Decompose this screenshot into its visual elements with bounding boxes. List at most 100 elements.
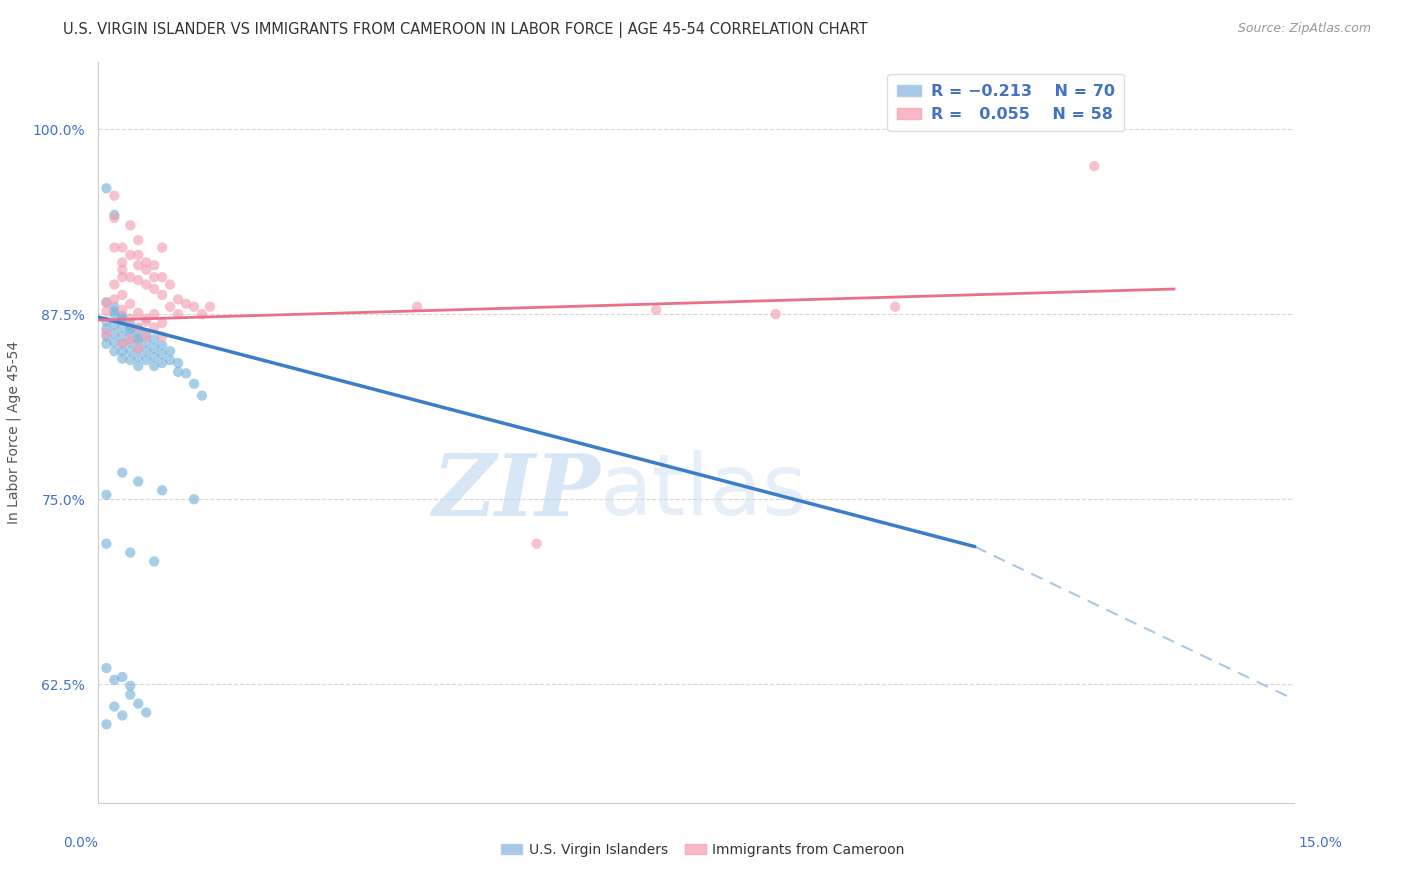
Point [111, 313, 134, 327]
Point [96, 488, 118, 502]
Point [159, 344, 181, 359]
Point [143, 359, 166, 373]
Point [120, 679, 142, 693]
Point [143, 270, 166, 285]
Point [127, 350, 149, 364]
Point [111, 309, 134, 323]
Point [135, 277, 157, 292]
Point [150, 356, 173, 370]
Point [96, 336, 118, 351]
Point [174, 297, 197, 311]
Point [127, 697, 149, 711]
Point [127, 341, 149, 355]
Point [135, 353, 157, 368]
Point [111, 302, 134, 317]
Point [191, 389, 214, 403]
Point [120, 353, 142, 368]
Point [103, 188, 125, 202]
Point [406, 300, 429, 314]
Text: 15.0%: 15.0% [1299, 836, 1343, 850]
Point [96, 304, 118, 318]
Legend: R = −0.213    N = 70, R =   0.055    N = 58: R = −0.213 N = 70, R = 0.055 N = 58 [887, 74, 1125, 131]
Point [111, 336, 134, 351]
Point [103, 208, 125, 222]
Point [135, 329, 157, 343]
Point [96, 326, 118, 341]
Point [143, 341, 166, 355]
Point [127, 273, 149, 287]
Point [198, 300, 221, 314]
Point [111, 262, 134, 277]
Point [96, 314, 118, 328]
Point [135, 335, 157, 350]
Point [143, 554, 166, 568]
Point [103, 318, 125, 332]
Text: 0.0%: 0.0% [63, 836, 98, 850]
Point [127, 341, 149, 355]
Point [120, 248, 142, 262]
Point [103, 211, 125, 225]
Point [103, 699, 125, 714]
Point [111, 288, 134, 302]
Point [159, 277, 181, 292]
Point [150, 270, 173, 285]
Point [143, 332, 166, 346]
Point [127, 332, 149, 346]
Point [103, 304, 125, 318]
Point [127, 258, 149, 272]
Point [96, 717, 118, 731]
Text: ZIP: ZIP [433, 450, 600, 533]
Point [103, 293, 125, 307]
Point [174, 367, 197, 381]
Point [111, 708, 134, 723]
Point [183, 376, 205, 391]
Point [120, 332, 142, 346]
Point [120, 318, 142, 332]
Text: Source: ZipAtlas.com: Source: ZipAtlas.com [1237, 22, 1371, 36]
Legend: U.S. Virgin Islanders, Immigrants from Cameroon: U.S. Virgin Islanders, Immigrants from C… [495, 838, 911, 863]
Point [150, 240, 173, 254]
Point [120, 688, 142, 702]
Text: U.S. VIRGIN ISLANDER VS IMMIGRANTS FROM CAMEROON IN LABOR FORCE | AGE 45-54 CORR: U.S. VIRGIN ISLANDER VS IMMIGRANTS FROM … [63, 22, 868, 38]
Point [150, 329, 173, 343]
Point [765, 307, 787, 321]
Point [526, 537, 548, 551]
Point [120, 326, 142, 341]
Point [96, 661, 118, 675]
Point [127, 475, 149, 489]
Point [150, 347, 173, 361]
Point [103, 277, 125, 292]
Point [103, 240, 125, 254]
Point [143, 350, 166, 364]
Point [135, 326, 157, 341]
Point [135, 262, 157, 277]
Point [135, 314, 157, 328]
Point [120, 344, 142, 359]
Point [120, 297, 142, 311]
Point [120, 545, 142, 559]
Point [183, 300, 205, 314]
Point [143, 258, 166, 272]
Point [127, 248, 149, 262]
Point [127, 306, 149, 320]
Point [111, 351, 134, 366]
Point [127, 359, 149, 373]
Point [167, 365, 190, 379]
Point [111, 240, 134, 254]
Point [103, 307, 125, 321]
Point [150, 316, 173, 330]
Point [120, 270, 142, 285]
Point [135, 344, 157, 359]
Point [150, 338, 173, 352]
Point [120, 322, 142, 336]
Point [111, 311, 134, 326]
Point [103, 344, 125, 359]
Point [120, 311, 142, 326]
Point [96, 537, 118, 551]
Point [111, 344, 134, 359]
Point [111, 255, 134, 269]
Point [96, 322, 118, 336]
Point [111, 320, 134, 334]
Point [127, 320, 149, 334]
Point [143, 282, 166, 296]
